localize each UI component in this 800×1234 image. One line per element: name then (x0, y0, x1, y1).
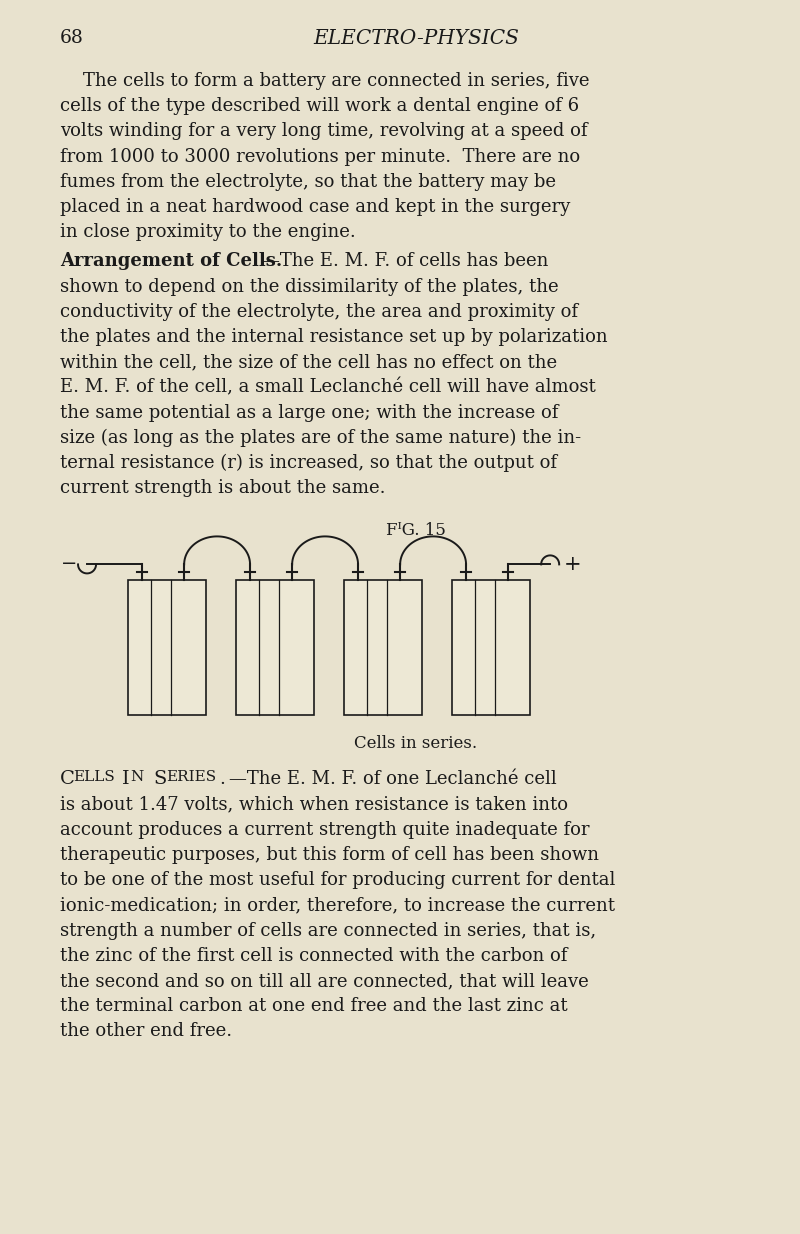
Text: I: I (122, 770, 130, 789)
Text: shown to depend on the dissimilarity of the plates, the: shown to depend on the dissimilarity of … (60, 278, 558, 296)
Bar (344, 580, 422, 716)
Text: conductivity of the electrolyte, the area and proximity of: conductivity of the electrolyte, the are… (60, 302, 578, 321)
Text: current strength is about the same.: current strength is about the same. (60, 479, 386, 497)
Text: +: + (563, 555, 581, 574)
Text: 68: 68 (60, 30, 84, 47)
Text: ionic-medication; in order, therefore, to increase the current: ionic-medication; in order, therefore, t… (60, 896, 615, 914)
Text: strength a number of cells are connected in series, that is,: strength a number of cells are connected… (60, 922, 596, 939)
Text: FᴵG. 15: FᴵG. 15 (386, 522, 446, 539)
Bar (236, 580, 314, 716)
Text: The cells to form a battery are connected in series, five: The cells to form a battery are connecte… (60, 72, 590, 90)
Text: —The E. M. F. of cells has been: —The E. M. F. of cells has been (262, 253, 548, 270)
Text: volts winding for a very long time, revolving at a speed of: volts winding for a very long time, revo… (60, 122, 587, 141)
Text: the plates and the internal resistance set up by polarization: the plates and the internal resistance s… (60, 328, 608, 346)
Text: ELLS: ELLS (73, 770, 114, 785)
Text: ELECTRO-PHYSICS: ELECTRO-PHYSICS (313, 30, 519, 48)
Text: to be one of the most useful for producing current for dental: to be one of the most useful for produci… (60, 871, 615, 890)
Text: within the cell, the size of the cell has no effect on the: within the cell, the size of the cell ha… (60, 353, 557, 371)
Text: Arrangement of Cells.: Arrangement of Cells. (60, 253, 282, 270)
Text: Cells in series.: Cells in series. (354, 735, 478, 753)
Text: −: − (61, 555, 78, 574)
Text: account produces a current strength quite inadequate for: account produces a current strength quit… (60, 821, 590, 839)
Text: ERIES: ERIES (166, 770, 216, 785)
Text: S: S (153, 770, 166, 789)
Text: .: . (219, 770, 225, 789)
Text: N: N (130, 770, 143, 785)
Text: the second and so on till all are connected, that will leave: the second and so on till all are connec… (60, 972, 589, 990)
Text: in close proximity to the engine.: in close proximity to the engine. (60, 223, 356, 241)
Text: the same potential as a large one; with the increase of: the same potential as a large one; with … (60, 404, 558, 422)
Text: ternal resistance (r) is increased, so that the output of: ternal resistance (r) is increased, so t… (60, 454, 557, 473)
Bar (128, 580, 206, 716)
Text: —The E. M. F. of one Leclanché cell: —The E. M. F. of one Leclanché cell (229, 770, 557, 789)
Text: C: C (60, 770, 75, 789)
Text: from 1000 to 3000 revolutions per minute.  There are no: from 1000 to 3000 revolutions per minute… (60, 148, 580, 165)
Text: cells of the type described will work a dental engine of 6: cells of the type described will work a … (60, 97, 579, 115)
Text: the zinc of the first cell is connected with the carbon of: the zinc of the first cell is connected … (60, 946, 567, 965)
Text: placed in a neat hardwood case and kept in the surgery: placed in a neat hardwood case and kept … (60, 197, 570, 216)
Bar (452, 580, 530, 716)
Text: the other end free.: the other end free. (60, 1023, 232, 1040)
Text: therapeutic purposes, but this form of cell has been shown: therapeutic purposes, but this form of c… (60, 847, 599, 864)
Text: the terminal carbon at one end free and the last zinc at: the terminal carbon at one end free and … (60, 997, 568, 1016)
Text: fumes from the electrolyte, so that the battery may be: fumes from the electrolyte, so that the … (60, 173, 556, 191)
Text: is about 1.47 volts, which when resistance is taken into: is about 1.47 volts, which when resistan… (60, 796, 568, 813)
Text: size (as long as the plates are of the same nature) the in-: size (as long as the plates are of the s… (60, 428, 581, 447)
Text: E. M. F. of the cell, a small Leclanché cell will have almost: E. M. F. of the cell, a small Leclanché … (60, 379, 596, 396)
